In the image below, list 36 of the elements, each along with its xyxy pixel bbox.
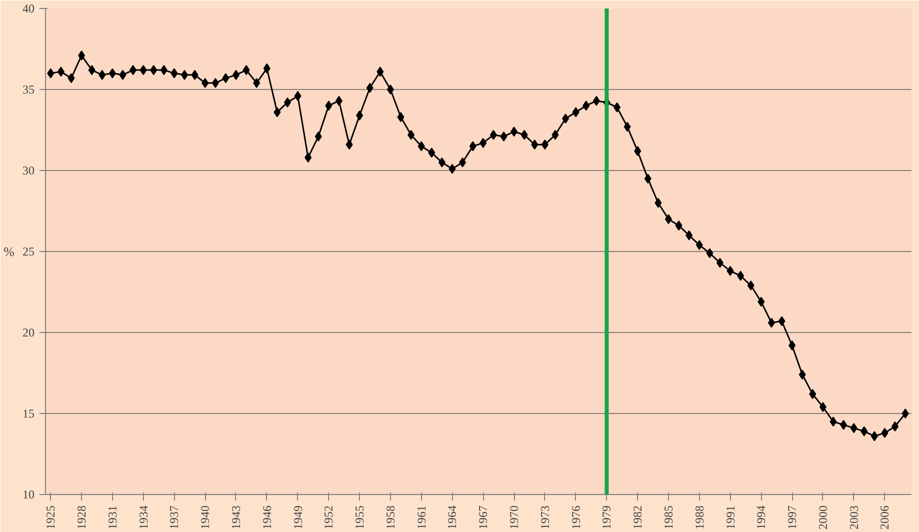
x-tick-label: 1985 xyxy=(661,506,676,530)
x-tick-label: 2000 xyxy=(816,506,830,530)
x-tick-label: 1982 xyxy=(630,506,645,530)
y-tick-label: 10 xyxy=(22,488,34,502)
x-tick-label: 1958 xyxy=(383,506,398,530)
x-tick-label: 1976 xyxy=(568,506,583,530)
x-tick-label: 1973 xyxy=(538,506,552,530)
x-tick-label: 1991 xyxy=(723,506,738,530)
y-tick-label: 25 xyxy=(22,244,34,258)
y-axis-title: % xyxy=(4,244,15,259)
x-tick-label: 1943 xyxy=(229,506,243,530)
x-tick-label: 1928 xyxy=(74,506,89,530)
x-tick-label: 1967 xyxy=(476,506,490,530)
x-tick-label: 1988 xyxy=(692,506,706,530)
x-tick-label: 1931 xyxy=(105,506,120,530)
x-tick-label: 1955 xyxy=(352,506,367,530)
x-tick-label: 1970 xyxy=(507,506,522,530)
y-tick-label: 40 xyxy=(22,2,34,16)
x-tick-label: 1940 xyxy=(198,506,212,530)
y-tick-label: 15 xyxy=(22,406,34,420)
x-tick-label: 1964 xyxy=(445,506,460,530)
x-tick-label: 1934 xyxy=(136,506,150,530)
x-tick-label: 1937 xyxy=(167,506,182,530)
x-tick-label: 1994 xyxy=(754,506,768,530)
x-tick-label: 2006 xyxy=(878,506,892,530)
y-tick-label: 35 xyxy=(22,82,34,96)
y-tick-label: 20 xyxy=(22,326,34,340)
x-tick-label: 1952 xyxy=(322,506,336,530)
y-tick-label: 30 xyxy=(22,164,34,178)
x-tick-label: 1925 xyxy=(44,506,58,530)
x-tick-label: 1946 xyxy=(260,506,274,530)
x-tick-label: 1979 xyxy=(600,506,614,530)
x-tick-label: 1949 xyxy=(290,506,305,530)
x-tick-label: 1961 xyxy=(414,506,428,530)
x-tick-label: 2003 xyxy=(846,506,861,530)
x-tick-label: 1997 xyxy=(785,506,800,530)
